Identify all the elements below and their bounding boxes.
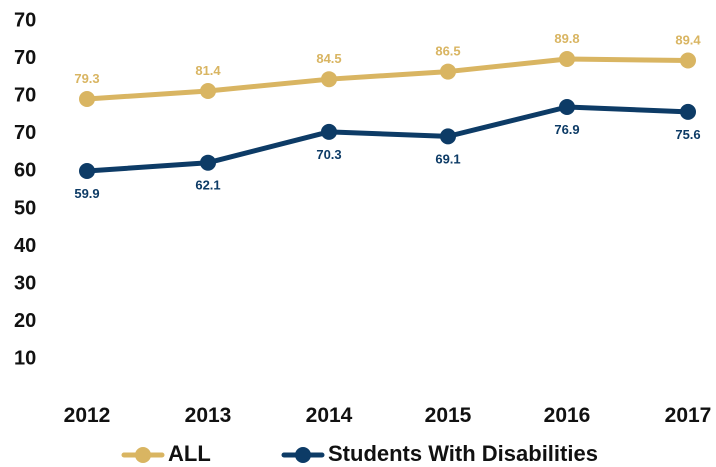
y-tick-label: 10 bbox=[14, 348, 36, 370]
data-point bbox=[200, 154, 216, 171]
data-label: 89.8 bbox=[554, 31, 579, 46]
data-point bbox=[440, 128, 456, 145]
data-point bbox=[680, 103, 696, 120]
y-tick-label: 30 bbox=[14, 272, 36, 294]
data-label: 59.9 bbox=[74, 186, 99, 201]
data-label: 75.6 bbox=[675, 127, 700, 142]
y-tick-label: 60 bbox=[14, 160, 36, 182]
legend: ALL Students With Disabilities bbox=[121, 441, 598, 466]
y-tick-label: 70 bbox=[14, 9, 36, 31]
data-label: 86.5 bbox=[435, 44, 460, 59]
data-point bbox=[440, 63, 456, 80]
x-tick-label: 2014 bbox=[306, 404, 353, 427]
legend-swatch-marker bbox=[295, 447, 311, 463]
y-tick-label: 20 bbox=[14, 310, 36, 332]
data-point bbox=[200, 83, 216, 99]
data-label: 76.9 bbox=[554, 122, 579, 137]
y-tick-label: 70 bbox=[14, 47, 36, 69]
data-point bbox=[680, 52, 696, 69]
legend-swatch-marker bbox=[135, 447, 151, 463]
data-point bbox=[559, 99, 575, 115]
x-tick-label: 2016 bbox=[544, 404, 591, 427]
legend-item: Students With Disabilities bbox=[281, 441, 598, 466]
legend-item: ALL bbox=[121, 441, 211, 466]
series-layer: 79.3 81.4 84.5 86.5 89.8 89.4 59.9 62.1 70.3 69.1… bbox=[74, 31, 701, 201]
x-tick-label: 2013 bbox=[185, 404, 232, 427]
series-students-with-disabilities: 59.9 62.1 70.3 69.1 76.9 75.6 bbox=[74, 99, 701, 201]
data-label: 69.1 bbox=[435, 151, 460, 166]
data-point bbox=[559, 51, 575, 67]
y-tick-label: 50 bbox=[14, 197, 36, 219]
series-line bbox=[84, 56, 691, 102]
data-point bbox=[79, 163, 95, 179]
x-tick-label: 2012 bbox=[64, 404, 111, 427]
y-tick-label: 40 bbox=[14, 235, 36, 257]
data-label: 62.1 bbox=[195, 178, 220, 193]
series-line bbox=[84, 104, 691, 174]
x-tick-label: 2015 bbox=[425, 404, 472, 427]
data-label: 81.4 bbox=[195, 63, 221, 78]
y-tick-label: 70 bbox=[14, 84, 36, 106]
data-point bbox=[321, 71, 337, 88]
legend-label: Students With Disabilities bbox=[328, 441, 598, 466]
data-point bbox=[321, 123, 337, 140]
legend-label: ALL bbox=[168, 441, 211, 466]
y-tick-label: 70 bbox=[14, 122, 36, 144]
data-label: 70.3 bbox=[316, 147, 341, 162]
y-axis: 70 70 70 70 60 50 40 30 20 10 bbox=[14, 9, 36, 369]
data-point bbox=[79, 91, 95, 107]
x-tick-label: 2017 bbox=[665, 404, 712, 427]
data-label: 89.4 bbox=[675, 33, 701, 48]
x-axis: 2012 2013 2014 2015 2016 2017 bbox=[64, 404, 712, 427]
series-all: 79.3 81.4 84.5 86.5 89.8 89.4 bbox=[74, 31, 701, 107]
data-label: 79.3 bbox=[74, 71, 99, 86]
data-label: 84.5 bbox=[316, 51, 341, 66]
